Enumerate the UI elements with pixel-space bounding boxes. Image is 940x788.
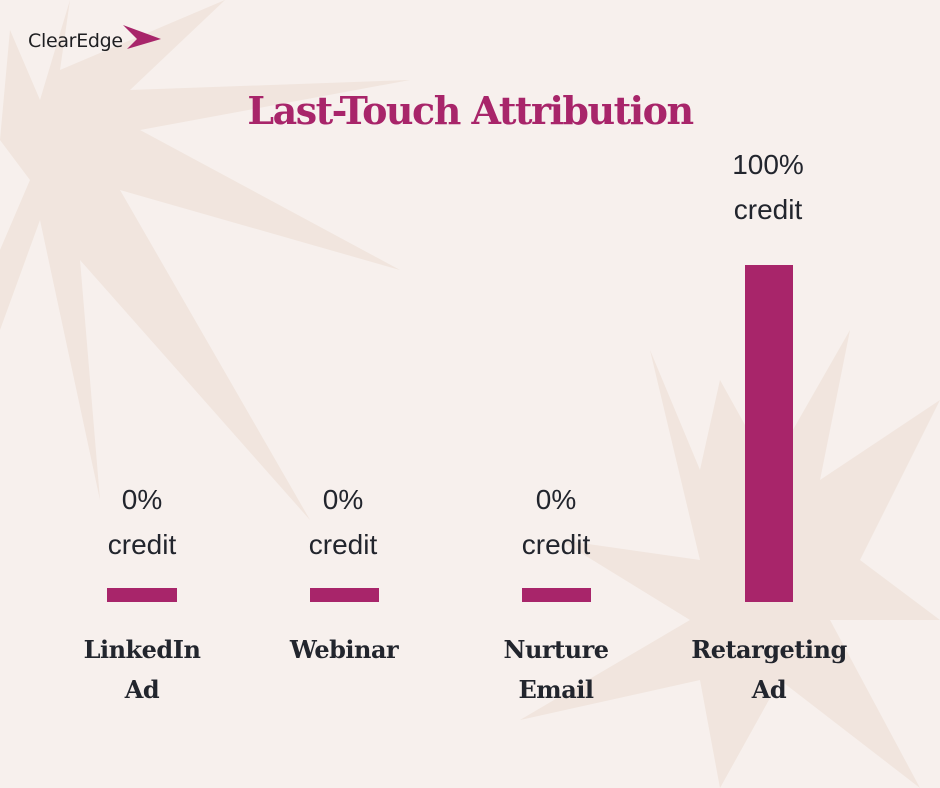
- bar-linkedin-ad: [107, 588, 177, 602]
- data-label-webinar: 0% credit: [253, 477, 433, 567]
- logo-arrow-icon: [122, 25, 161, 49]
- category-line1: LinkedIn: [83, 635, 201, 664]
- category-label-retargeting-ad: Retargeting Ad: [669, 630, 869, 710]
- bar-webinar: [310, 588, 379, 602]
- value-percent: 0%: [322, 484, 364, 515]
- category-line2: Ad: [124, 675, 160, 704]
- value-unit: credit: [521, 529, 591, 560]
- category-label-linkedin-ad: LinkedIn Ad: [42, 630, 242, 710]
- category-line1: Webinar: [289, 635, 399, 664]
- category-label-webinar: Webinar: [244, 630, 444, 670]
- value-unit: credit: [107, 529, 177, 560]
- value-percent: 0%: [535, 484, 577, 515]
- value-unit: credit: [308, 529, 378, 560]
- data-label-nurture-email: 0% credit: [466, 477, 646, 567]
- bar-retargeting-ad: [745, 265, 793, 602]
- category-line2: Ad: [751, 675, 787, 704]
- clearedge-logo: ClearEdge: [28, 25, 163, 52]
- category-line1: Retargeting: [691, 635, 847, 664]
- data-label-retargeting-ad: 100% credit: [678, 142, 858, 232]
- value-percent: 0%: [121, 484, 163, 515]
- chart-title: Last-Touch Attribution: [247, 88, 694, 133]
- data-label-linkedin-ad: 0% credit: [52, 477, 232, 567]
- logo-text: ClearEdge: [28, 30, 123, 52]
- category-label-nurture-email: Nurture Email: [456, 630, 656, 710]
- category-line1: Nurture: [503, 635, 609, 664]
- value-percent: 100%: [732, 149, 804, 180]
- bar-nurture-email: [522, 588, 591, 602]
- category-line2: Email: [518, 675, 594, 704]
- value-unit: credit: [733, 194, 803, 225]
